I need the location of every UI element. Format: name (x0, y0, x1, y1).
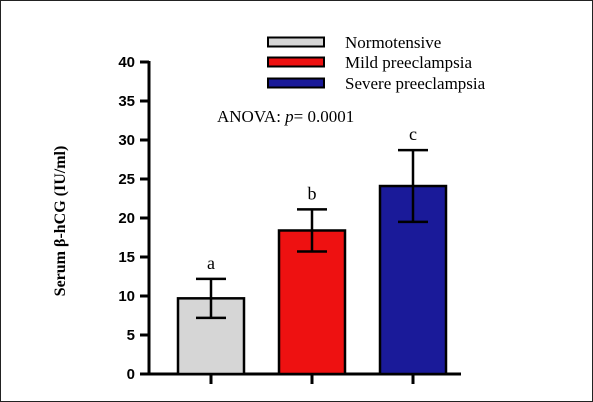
y-tick-label: 30 (118, 132, 135, 149)
y-tick-label: 25 (118, 171, 135, 188)
significance-letter: a (207, 253, 215, 273)
y-axis-label: Serum β-hCG (IU/ml) (52, 146, 69, 297)
legend-swatch (267, 56, 325, 68)
y-tick-label: 40 (118, 54, 135, 71)
legend-label: Severe preeclampsia (345, 74, 486, 93)
bars-group: a b c (149, 124, 461, 384)
y-axis: 0 5 10 15 20 25 30 35 40 (118, 54, 151, 383)
y-tick-label: 0 (127, 366, 135, 383)
anova-annotation: ANOVA: p= 0.0001 (217, 107, 354, 126)
legend-label: Normotensive (345, 33, 441, 52)
legend-swatch (267, 36, 325, 48)
significance-letter: b (308, 183, 317, 203)
legend-swatch (267, 77, 325, 89)
y-tick-label: 15 (118, 249, 135, 266)
legend-label: Mild preeclampsia (345, 53, 472, 72)
y-tick-label: 35 (118, 93, 135, 110)
y-tick-label: 10 (118, 288, 135, 305)
significance-letter: c (409, 124, 417, 144)
y-tick-label: 5 (127, 327, 135, 344)
y-tick-label: 20 (118, 210, 135, 227)
